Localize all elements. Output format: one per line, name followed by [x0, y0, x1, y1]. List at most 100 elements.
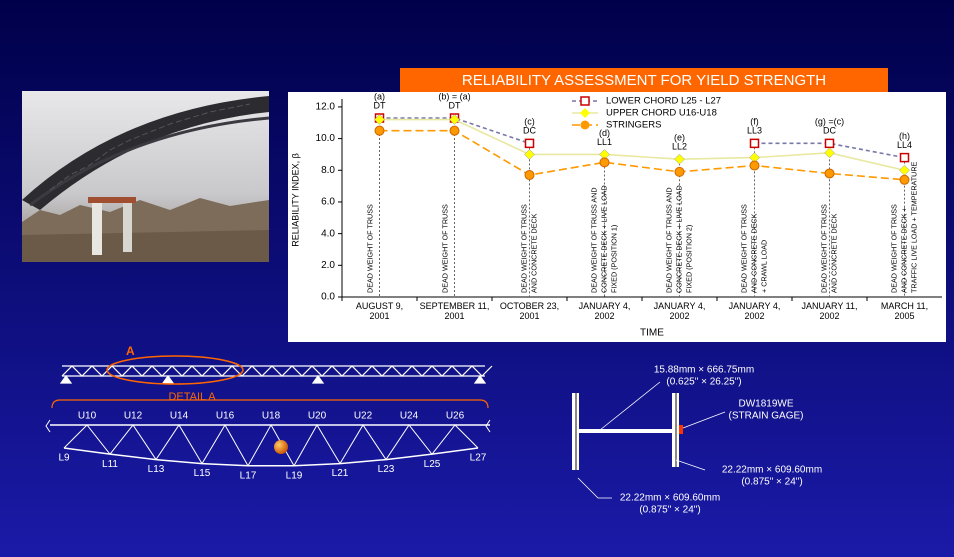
lower-node-label: L13 [148, 464, 165, 475]
legend-label: UPPER CHORD U16-U18 [606, 108, 717, 119]
bridge-photo [22, 91, 270, 262]
point-label: (a) [374, 91, 385, 101]
section-label: (0.625" × 26.25") [666, 377, 741, 388]
lower-node-label: L23 [378, 464, 395, 475]
y-tick-label: 10.0 [316, 133, 336, 144]
section-label: (0.875" × 24") [741, 477, 802, 488]
x-tick-label: JANUARY 11, 2002 [801, 301, 857, 321]
point [524, 170, 535, 181]
detail-title: DETAIL A [168, 391, 216, 403]
load-note: AND CONCRETE DECK [749, 213, 758, 293]
point [374, 125, 385, 136]
load-note: AND CONCRETE DECK + [899, 207, 908, 293]
load-note: AND CONCRETE DECK [829, 213, 838, 293]
x-tick-label: JANUARY 4, 2002 [729, 301, 781, 321]
load-note: DEAD WEIGHT OF TRUSS [889, 204, 898, 293]
point [449, 125, 460, 136]
chart: 0.0 2.0 4.0 6.0 8.0 10.0 12.0 AUGUST 9, 2001 DEAD… [316, 91, 942, 321]
point-label: LL2 [672, 142, 687, 152]
legend-swatch [580, 120, 590, 130]
point-label: DC [523, 126, 536, 136]
gage-location [274, 440, 288, 454]
load-note: TRAFFIC LIVE LOAD + TEMPERATURE [909, 161, 918, 293]
load-note: DEAD WEIGHT OF TRUSS AND [664, 187, 673, 293]
lower-node-label: L17 [240, 470, 257, 481]
upper-node-label: U10 [78, 411, 97, 422]
load-note: DEAD WEIGHT OF TRUSS [819, 204, 828, 293]
lower-node-label: L21 [332, 468, 349, 479]
point [674, 153, 685, 165]
y-tick-label: 6.0 [321, 197, 335, 208]
section-label: 22.22mm × 609.60mm [722, 465, 822, 476]
x-tick-label: MARCH 11, 2005 [881, 301, 928, 321]
point [674, 166, 685, 177]
x-tick-label: JANUARY 4, 2002 [654, 301, 706, 321]
point [449, 114, 460, 125]
lower-node-label: L27 [470, 453, 487, 464]
point-label: (g) =(c) [815, 117, 844, 127]
web-members [63, 423, 479, 466]
y-tick-label: 2.0 [321, 260, 335, 271]
chart-title: RELIABILITY ASSESSMENT FOR YIELD STRENGT… [462, 72, 826, 89]
detail-marker: A [126, 344, 135, 358]
upper-node-label: U16 [216, 411, 235, 422]
point [524, 138, 535, 149]
point [524, 149, 535, 160]
y-tick-label: 4.0 [321, 228, 335, 239]
series-line [379, 117, 905, 159]
truss-overview [51, 355, 493, 409]
lower-node-label: L19 [286, 470, 303, 481]
point-label: LL3 [747, 126, 762, 136]
load-note: FIXED (POSITION 1) [609, 225, 618, 293]
section-label: (0.875" × 24") [639, 505, 700, 516]
series-line [379, 129, 905, 181]
chart-background [288, 92, 946, 342]
upper-node-label: U14 [170, 411, 189, 422]
upper-node-label: U22 [354, 411, 373, 422]
point-label: (c) [524, 117, 535, 127]
truss-detail: U10 U12 U14 U16 U18 U20 U22 U24 U26 L9 L11 L13 L15 L1… [45, 411, 491, 481]
y-axis-title: RELIABILITY INDEX, β [290, 153, 300, 247]
section-label: (STRAIN GAGE) [728, 411, 803, 422]
x-tick-label: SEPTEMBER 11, 2001 [420, 301, 490, 321]
x-tick-label: OCTOBER 23, 2001 [500, 301, 559, 321]
point-label: (b) = (a) [438, 91, 470, 101]
x-tick-label: JANUARY 4, 2002 [579, 301, 631, 321]
y-tick-label: 12.0 [316, 102, 336, 113]
lower-node-label: L25 [424, 459, 441, 470]
point-label: LL1 [597, 137, 612, 147]
y-tick-label: 0.0 [321, 292, 335, 303]
load-note: FIXED (POSITION 2) [684, 225, 693, 293]
x-tick-label: AUGUST 9, 2001 [356, 301, 403, 321]
y-tick-label: 8.0 [321, 165, 335, 176]
upper-node-label: U12 [124, 411, 143, 422]
load-note: DEAD WEIGHT OF TRUSS AND [589, 187, 598, 293]
point [824, 138, 835, 149]
section-label: 15.88mm × 666.75mm [654, 365, 754, 376]
load-note: DEAD WEIGHT OF TRUSS [519, 204, 528, 293]
point [824, 168, 835, 179]
point-label: (d) [599, 128, 610, 138]
point [749, 160, 760, 171]
point-label: (f) [750, 117, 759, 127]
point-label: LL4 [897, 140, 912, 150]
upper-node-label: U20 [308, 411, 327, 422]
legend-swatch [580, 96, 590, 106]
legend-label: LOWER CHORD L25 - L27 [606, 96, 721, 107]
lower-node-label: L15 [194, 468, 211, 479]
upper-node-label: U18 [262, 411, 281, 422]
load-note: DEAD WEIGHT OF TRUSS [440, 204, 449, 293]
load-note: CONCRETE DECK + LIVE LOAD [674, 185, 683, 293]
x-axis-title: TIME [640, 328, 664, 339]
section-labels: 15.88mm × 666.75mm(0.625" × 26.25") DW181… [620, 365, 822, 516]
section-label: DW1819WE [738, 399, 793, 410]
upper-node-label: U26 [446, 411, 465, 422]
point-label: (e) [674, 133, 685, 143]
load-note: + CRAWL LOAD [759, 240, 768, 293]
point-label: (h) [899, 131, 910, 141]
load-note: CONCRETE DECK + LIVE LOAD [599, 185, 608, 293]
legend-swatch [580, 108, 590, 118]
point-label: DT [449, 100, 461, 110]
